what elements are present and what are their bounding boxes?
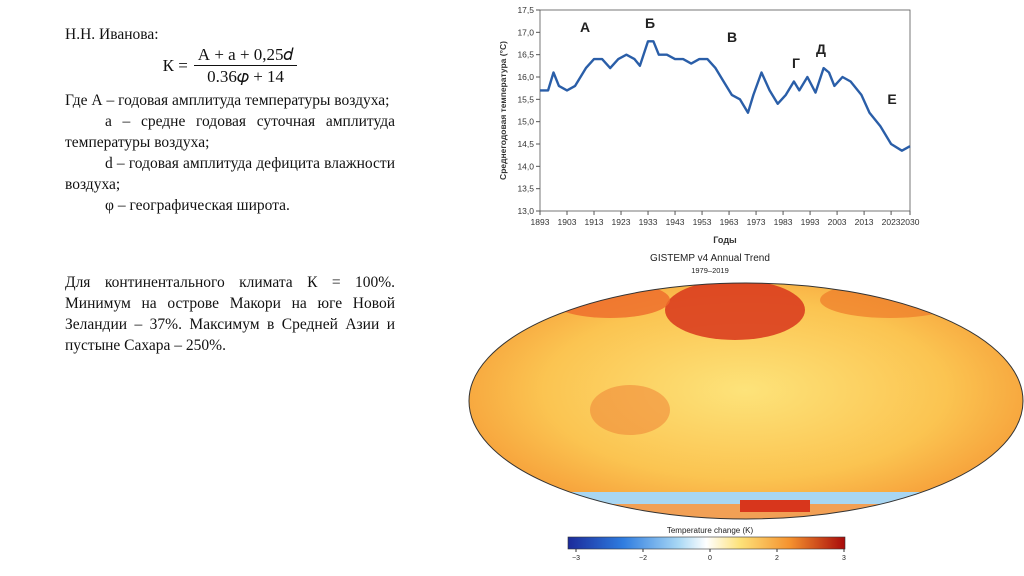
x-tick-label: 1913 [585, 217, 604, 227]
x-tick-label: 1983 [774, 217, 793, 227]
x-tick-label: 1933 [639, 217, 658, 227]
y-tick-label: 14,0 [517, 161, 534, 171]
denominator: 0.36𝜑 + 14 [207, 67, 285, 86]
y-tick-label: 15,5 [517, 94, 534, 104]
conclusion: Для континентального климата К = 100%. М… [65, 274, 395, 354]
annotation: Б [645, 15, 655, 31]
x-tick-label: 1893 [531, 217, 550, 227]
definition: Где А – годовая амплитуда температуры во… [65, 92, 390, 109]
y-tick-label: 14,5 [517, 139, 534, 149]
definition: φ – географическая широта. [105, 197, 290, 214]
numerator: А + а + 0,25𝑑 [193, 44, 298, 66]
plot-frame [539, 9, 911, 212]
x-tick-label: 2003 [828, 217, 847, 227]
colorbar-tick-label: −3 [572, 555, 580, 562]
formula: К = А + а + 0,25𝑑 0.36𝜑 + 14 [65, 44, 395, 87]
temperature-line [540, 40, 911, 152]
y-tick-label: 16,5 [517, 50, 534, 60]
formula-lhs: К = [162, 56, 188, 75]
colorbar [567, 536, 846, 550]
definitions: Где А – годовая амплитуда температуры во… [65, 90, 395, 216]
colorbar-tick-label: 0 [708, 555, 712, 562]
x-tick-label: 1923 [612, 217, 631, 227]
y-tick-label: 13,0 [517, 206, 534, 216]
map-subtitle: 1979–2019 [691, 266, 729, 275]
x-tick-label: 1903 [558, 217, 577, 227]
y-tick-label: 13,5 [517, 184, 534, 194]
y-tick-label: 17,0 [517, 27, 534, 37]
map-title: GISTEMP v4 Annual Trend [650, 253, 770, 264]
x-tick-label: 1993 [801, 217, 820, 227]
y-axis-label: Среднегодовая температура (°С) [498, 41, 508, 180]
x-tick-label: 1963 [720, 217, 739, 227]
x-tick-label: 1953 [693, 217, 712, 227]
map-border [468, 282, 1024, 520]
x-tick-label: 2030 [901, 217, 920, 227]
y-tick-label: 15,0 [517, 117, 534, 127]
y-tick-label: 16,0 [517, 72, 534, 82]
annotation: Е [887, 91, 896, 107]
annotation: Д [816, 41, 826, 57]
x-axis-label: Годы [713, 235, 737, 245]
annotation: В [727, 29, 737, 45]
x-tick-label: 2023 [882, 217, 901, 227]
x-tick-label: 1943 [666, 217, 685, 227]
colorbar-tick-label: 2 [775, 555, 779, 562]
colorbar-tick-label: −2 [639, 555, 647, 562]
definition: а – средне годовая суточная амплитуда те… [65, 113, 395, 151]
author: Н.Н. Иванова: [65, 26, 159, 43]
colorbar-tick-label: 3 [842, 555, 846, 562]
x-tick-label: 1973 [747, 217, 766, 227]
x-tick-label: 2013 [855, 217, 874, 227]
y-tick-label: 17,5 [517, 5, 534, 15]
fraction: А + а + 0,25𝑑 0.36𝜑 + 14 [193, 44, 298, 87]
colorbar-label: Temperature change (K) [667, 526, 754, 535]
annotation: Г [792, 55, 800, 71]
definition: d – годовая амплитуда дефицита влажности… [65, 155, 395, 193]
annotation: А [580, 19, 590, 35]
